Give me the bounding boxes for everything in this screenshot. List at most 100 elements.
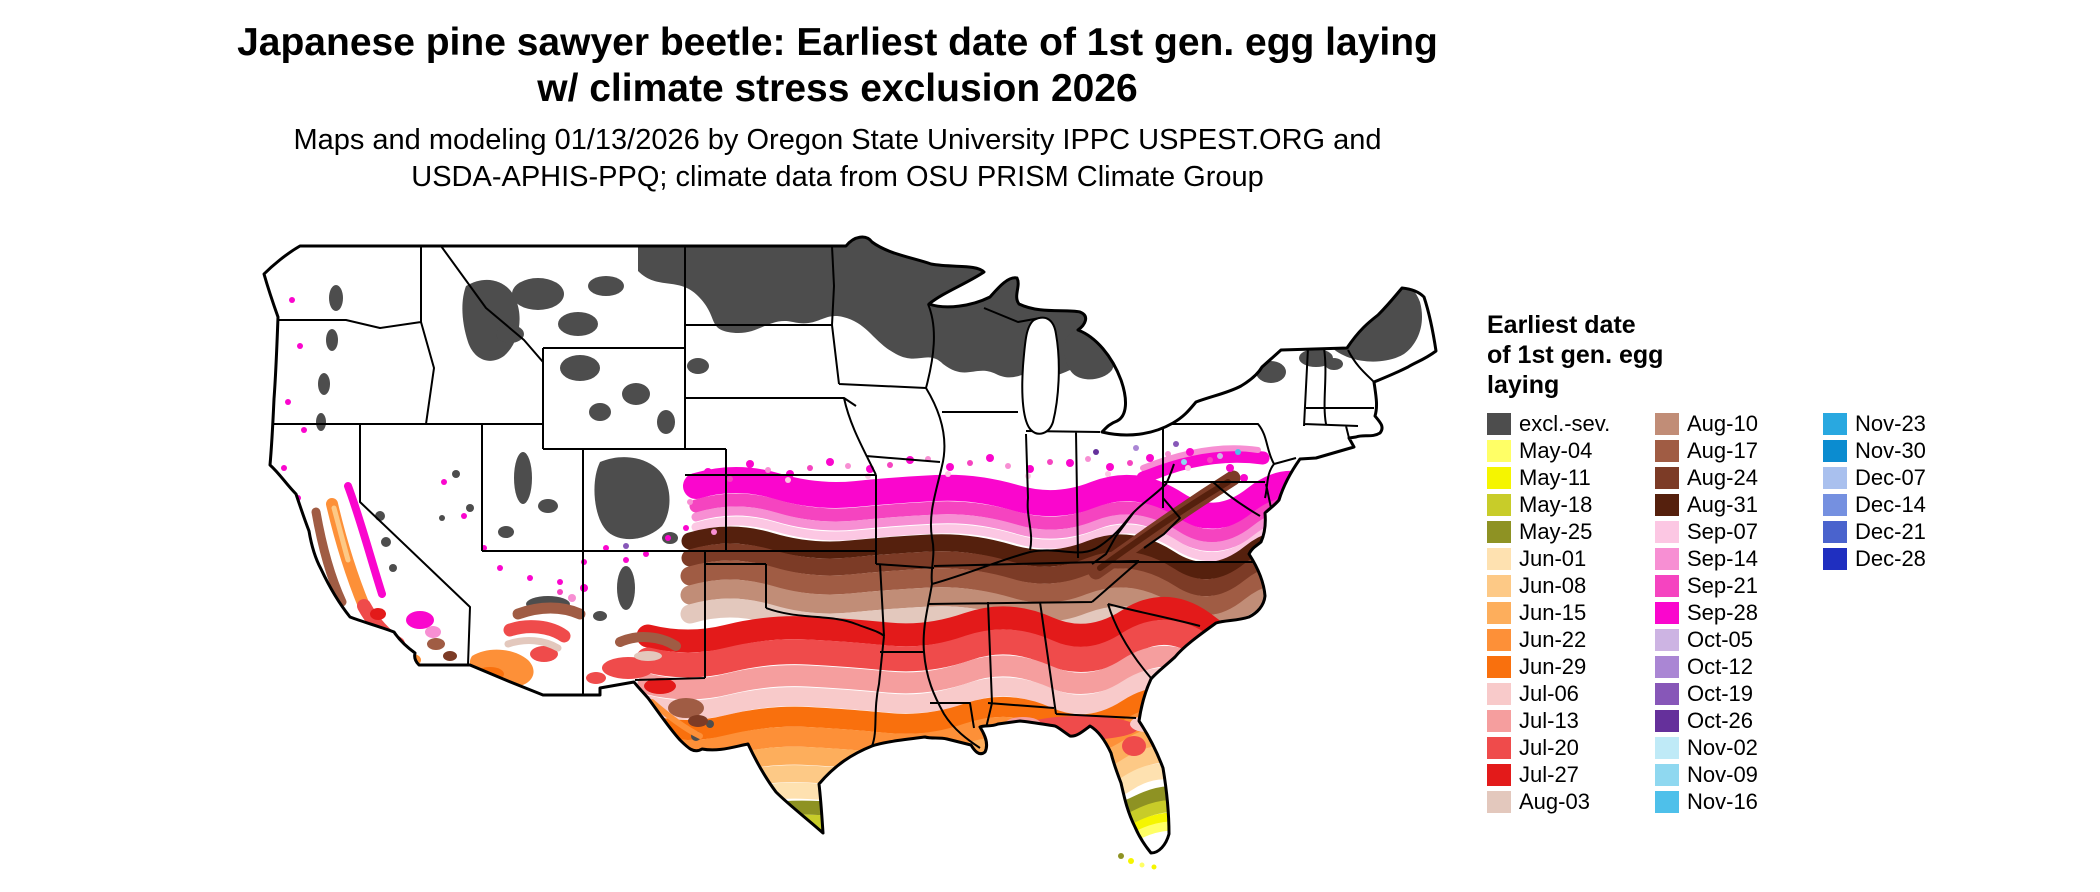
legend-entry-label: Nov-02 bbox=[1687, 734, 1758, 760]
legend-swatch bbox=[1655, 466, 1679, 489]
legend-entry-label: excl.-sev. bbox=[1519, 410, 1611, 436]
legend-swatch bbox=[1655, 574, 1679, 597]
legend-entry-label: Dec-21 bbox=[1855, 518, 1926, 544]
legend-entry-label: Nov-16 bbox=[1687, 788, 1758, 814]
legend-entry: Jun-08 bbox=[1487, 572, 1655, 599]
legend-entry: Jul-06 bbox=[1487, 680, 1655, 707]
legend-entry: Jul-20 bbox=[1487, 734, 1655, 761]
legend-entry-label: Aug-31 bbox=[1687, 491, 1758, 517]
map-legend: Earliest date of 1st gen. egg laying exc… bbox=[1487, 310, 2047, 815]
legend-entry: Dec-07 bbox=[1823, 464, 1991, 491]
legend-column-2: Aug-10 Aug-17 Aug-24 Aug-31 Sep-07 Sep-14 Sep-… bbox=[1655, 410, 1823, 815]
legend-entry-label: Oct-26 bbox=[1687, 707, 1754, 733]
map-fill-layers bbox=[264, 237, 1436, 853]
legend-swatch bbox=[1487, 763, 1511, 786]
legend-swatch bbox=[1487, 547, 1511, 570]
legend-entry: Sep-21 bbox=[1655, 572, 1823, 599]
legend-title-line1: Earliest date bbox=[1487, 311, 1636, 339]
legend-entry: Nov-16 bbox=[1655, 788, 1823, 815]
legend-entry-label: Jun-22 bbox=[1519, 626, 1587, 652]
legend-entry: Aug-03 bbox=[1487, 788, 1655, 815]
legend-swatch bbox=[1487, 736, 1511, 759]
legend-entry-label: Sep-21 bbox=[1687, 572, 1758, 598]
legend-entry-label: Jul-20 bbox=[1519, 734, 1579, 760]
map-subtitle-line1: Maps and modeling 01/13/2026 by Oregon S… bbox=[293, 124, 1382, 156]
legend-entry-label: May-25 bbox=[1519, 518, 1593, 544]
legend-swatch bbox=[1487, 628, 1511, 651]
phenology-date-bands bbox=[635, 456, 1436, 853]
legend-entry: Dec-28 bbox=[1823, 545, 1991, 572]
legend-entry: May-18 bbox=[1487, 491, 1655, 518]
legend-swatch bbox=[1487, 790, 1511, 813]
legend-swatch bbox=[1487, 412, 1511, 435]
legend-entry-label: Oct-12 bbox=[1687, 653, 1754, 679]
legend-entry-label: Aug-24 bbox=[1687, 464, 1758, 490]
legend-entry-label: Aug-10 bbox=[1687, 410, 1758, 436]
legend-entry: May-04 bbox=[1487, 437, 1655, 464]
legend-entry-label: Jul-27 bbox=[1519, 761, 1579, 787]
legend-swatch bbox=[1487, 601, 1511, 624]
legend-entry: Dec-21 bbox=[1823, 518, 1991, 545]
legend-entry: Jun-22 bbox=[1487, 626, 1655, 653]
legend-swatch bbox=[1823, 439, 1847, 462]
legend-entry-label: Dec-07 bbox=[1855, 464, 1926, 490]
legend-entry-label: Nov-30 bbox=[1855, 437, 1926, 463]
legend-swatch bbox=[1655, 736, 1679, 759]
legend-entry-label: Sep-07 bbox=[1687, 518, 1758, 544]
map-title-line1: Japanese pine sawyer beetle: Earliest da… bbox=[237, 21, 1438, 64]
us-map-svg bbox=[262, 235, 1438, 870]
legend-entry-label: Oct-05 bbox=[1687, 626, 1754, 652]
legend-entry: Jun-29 bbox=[1487, 653, 1655, 680]
legend-entry: Jul-13 bbox=[1487, 707, 1655, 734]
legend-entry-label: Jul-06 bbox=[1519, 680, 1579, 706]
legend-swatch bbox=[1655, 601, 1679, 624]
legend-entry: Nov-30 bbox=[1823, 437, 1991, 464]
legend-entry: Nov-23 bbox=[1823, 410, 1991, 437]
state-borders bbox=[274, 245, 1375, 749]
legend-entry: Sep-28 bbox=[1655, 599, 1823, 626]
legend-entry: Oct-12 bbox=[1655, 653, 1823, 680]
legend-entry: Jul-27 bbox=[1487, 761, 1655, 788]
legend-swatch bbox=[1823, 466, 1847, 489]
legend-entry-label: Aug-03 bbox=[1519, 788, 1590, 814]
legend-entry: Oct-05 bbox=[1655, 626, 1823, 653]
legend-entry: May-11 bbox=[1487, 464, 1655, 491]
legend-swatch bbox=[1655, 655, 1679, 678]
legend-entry: Oct-19 bbox=[1655, 680, 1823, 707]
legend-entry: Aug-24 bbox=[1655, 464, 1823, 491]
legend-entry: Jun-15 bbox=[1487, 599, 1655, 626]
legend-entry: Sep-14 bbox=[1655, 545, 1823, 572]
legend-entry: Aug-10 bbox=[1655, 410, 1823, 437]
legend-entry-label: Jun-08 bbox=[1519, 572, 1587, 598]
legend-swatch bbox=[1823, 493, 1847, 516]
legend-entry: Nov-02 bbox=[1655, 734, 1823, 761]
legend-title-line2: of 1st gen. egg bbox=[1487, 341, 1664, 369]
legend-swatch bbox=[1655, 439, 1679, 462]
legend-title-line3: laying bbox=[1487, 371, 1560, 399]
legend-swatch bbox=[1487, 520, 1511, 543]
legend-entry: Jun-01 bbox=[1487, 545, 1655, 572]
legend-columns: excl.-sev. May-04 May-11 May-18 May-25 Jun-01… bbox=[1487, 410, 2047, 815]
legend-entry-label: Sep-14 bbox=[1687, 545, 1758, 571]
legend-entry: Sep-07 bbox=[1655, 518, 1823, 545]
legend-column-3: Nov-23 Nov-30 Dec-07 Dec-14 Dec-21 Dec-28 bbox=[1823, 410, 1991, 572]
us-phenology-map bbox=[228, 214, 1468, 878]
legend-title: Earliest date of 1st gen. egg laying bbox=[1487, 310, 2047, 400]
lake-michigan bbox=[1021, 316, 1060, 435]
legend-swatch bbox=[1823, 412, 1847, 435]
legend-entry-label: Aug-17 bbox=[1687, 437, 1758, 463]
legend-swatch bbox=[1655, 709, 1679, 732]
legend-entry: Aug-31 bbox=[1655, 491, 1823, 518]
legend-entry: Nov-09 bbox=[1655, 761, 1823, 788]
legend-entry-label: Nov-09 bbox=[1687, 761, 1758, 787]
transition-speckles bbox=[281, 297, 1248, 585]
legend-swatch bbox=[1655, 790, 1679, 813]
legend-entry-label: Jul-13 bbox=[1519, 707, 1579, 733]
legend-swatch bbox=[1655, 412, 1679, 435]
legend-column-1: excl.-sev. May-04 May-11 May-18 May-25 Jun-01… bbox=[1487, 410, 1655, 815]
legend-swatch bbox=[1487, 682, 1511, 705]
legend-swatch bbox=[1655, 682, 1679, 705]
legend-entry-label: Dec-28 bbox=[1855, 545, 1926, 571]
legend-entry: May-25 bbox=[1487, 518, 1655, 545]
